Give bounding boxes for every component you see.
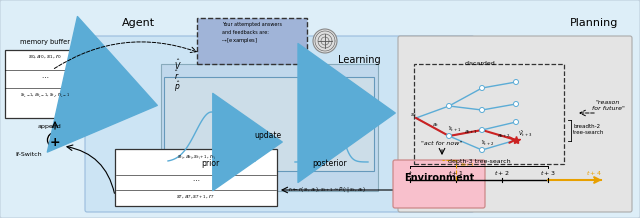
Text: prior: prior	[201, 159, 219, 168]
Text: $\hat{V}_{t+3}$: $\hat{V}_{t+3}$	[518, 128, 532, 139]
Text: memory buffer: memory buffer	[20, 39, 70, 45]
Circle shape	[513, 80, 518, 85]
Text: Agent: Agent	[122, 18, 155, 28]
Text: $t+3$: $t+3$	[540, 169, 556, 177]
Circle shape	[447, 133, 451, 138]
Text: $a_{t+2}$: $a_{t+2}$	[497, 132, 511, 140]
Text: update: update	[255, 131, 282, 140]
Text: Learning: Learning	[338, 55, 381, 65]
Text: posterior: posterior	[313, 159, 348, 168]
Text: Planning: Planning	[570, 18, 618, 28]
Text: append: append	[38, 124, 61, 129]
Text: "reason
for future": "reason for future"	[591, 100, 625, 111]
Text: depth-3 tree-search: depth-3 tree-search	[448, 159, 510, 164]
FancyBboxPatch shape	[161, 64, 378, 191]
Text: $\cdots$: $\cdots$	[41, 73, 49, 79]
Circle shape	[513, 102, 518, 107]
Text: $a_{t+1}$: $a_{t+1}$	[464, 128, 477, 136]
Text: $r_t \leftarrow r(s_t, a_t), s_{t+1} \sim P(\cdot\,|\,s_t, a_t)$: $r_t \leftarrow r(s_t, a_t), s_{t+1} \si…	[288, 184, 365, 194]
Text: $\hat{s}_{t+2}$: $\hat{s}_{t+2}$	[481, 138, 494, 148]
Circle shape	[479, 128, 484, 133]
Text: "act for now": "act for now"	[421, 141, 463, 146]
Text: breadth-2: breadth-2	[573, 124, 600, 129]
Text: $t+4$: $t+4$	[586, 169, 602, 177]
FancyBboxPatch shape	[197, 18, 307, 64]
FancyBboxPatch shape	[164, 77, 374, 171]
Text: $s_t$: $s_t$	[410, 111, 417, 119]
Text: Environment: Environment	[404, 173, 474, 183]
Text: tree-search: tree-search	[573, 131, 604, 136]
Text: Your attempted answers: Your attempted answers	[222, 22, 282, 27]
Text: $s_{t_k-1}, a_{t_k-1}, s_{t_k}, r_{t_k-1}$: $s_{t_k-1}, a_{t_k-1}, s_{t_k}, r_{t_k-1…	[20, 90, 70, 100]
FancyBboxPatch shape	[85, 36, 474, 212]
FancyBboxPatch shape	[398, 36, 632, 212]
Text: $\hat{s}_{t+1}$: $\hat{s}_{t+1}$	[448, 124, 461, 134]
Text: $\cdots$: $\cdots$	[192, 176, 200, 182]
Text: $t+2$: $t+2$	[494, 169, 510, 177]
Text: $\hat{V}$: $\hat{V}$	[174, 58, 182, 72]
FancyBboxPatch shape	[115, 149, 277, 206]
Text: $s_{t+1}$: $s_{t+1}$	[460, 161, 475, 169]
Text: $s_T, a_T, s_{T+1}, r_T$: $s_T, a_T, s_{T+1}, r_T$	[177, 192, 216, 201]
Text: $t+1$: $t+1$	[448, 169, 464, 177]
Circle shape	[479, 107, 484, 112]
Text: If-Switch: If-Switch	[15, 152, 42, 157]
Text: discarded: discarded	[465, 61, 495, 66]
Circle shape	[479, 85, 484, 90]
Text: $s_{t_i}, a_{t_i}, s_{t_i+1}, r_{t_i}$: $s_{t_i}, a_{t_i}, s_{t_i+1}, r_{t_i}$	[177, 152, 216, 162]
Text: $\hat{r}$: $\hat{r}$	[174, 68, 180, 82]
Text: +: +	[50, 136, 60, 148]
Circle shape	[513, 119, 518, 124]
FancyBboxPatch shape	[5, 50, 85, 118]
Text: $t$: $t$	[408, 169, 412, 177]
Text: $\dashrightarrow$[examples]: $\dashrightarrow$[examples]	[220, 36, 258, 45]
Circle shape	[479, 148, 484, 153]
Text: and feedbacks are:: and feedbacks are:	[222, 30, 269, 35]
Text: $a_t$: $a_t$	[432, 121, 439, 129]
Text: $\hat{p}$: $\hat{p}$	[174, 80, 180, 94]
Circle shape	[313, 29, 337, 53]
FancyBboxPatch shape	[393, 160, 485, 208]
Text: $s_0, a_0, s_1, r_0$: $s_0, a_0, s_1, r_0$	[28, 52, 62, 61]
Circle shape	[447, 104, 451, 109]
Circle shape	[47, 133, 63, 148]
